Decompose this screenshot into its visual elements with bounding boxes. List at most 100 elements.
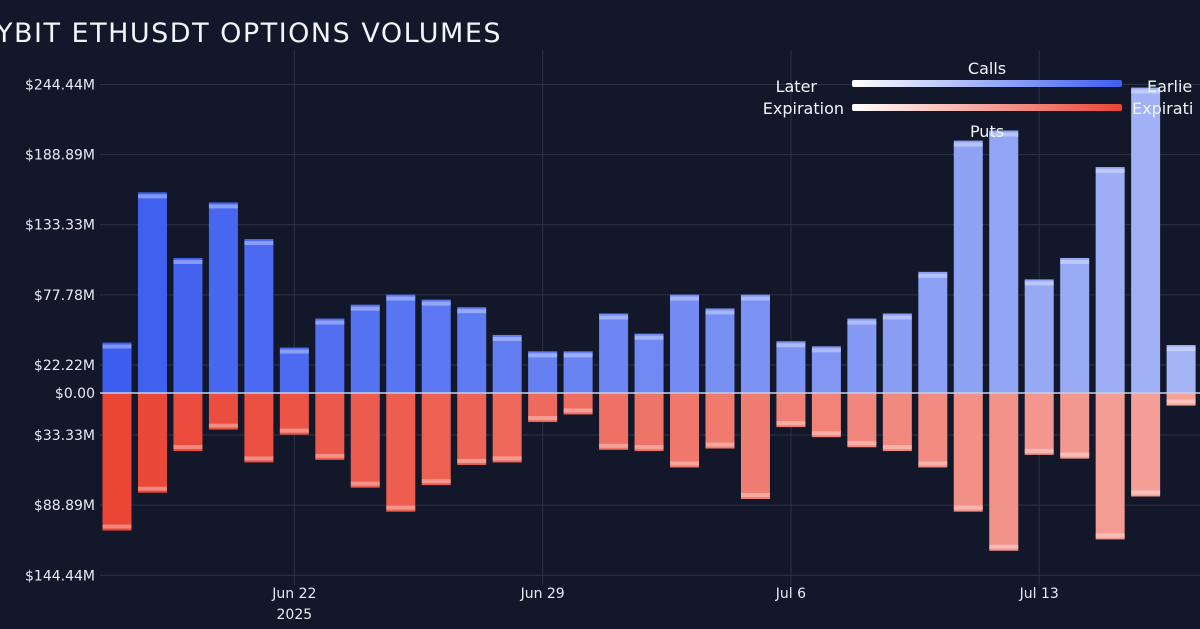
puts-bar-band [244, 456, 274, 461]
calls-bar-band [1060, 259, 1090, 264]
y-tick-label: $0.00 [55, 386, 95, 402]
puts-bar [279, 393, 309, 435]
puts-bar-band [457, 458, 487, 463]
puts-bar [1060, 393, 1090, 459]
calls-bar-band [244, 241, 274, 246]
calls-bar-band [1095, 169, 1125, 174]
legend-puts-label: Puts [970, 122, 1004, 141]
calls-bar [776, 341, 806, 393]
calls-bar-band [599, 315, 629, 320]
puts-bar-band [847, 441, 877, 446]
calls-bar [492, 334, 522, 393]
puts-bar [102, 393, 132, 531]
puts-bar-band [740, 493, 770, 498]
puts-bar [457, 393, 487, 465]
puts-bar [1095, 393, 1125, 540]
puts-bar [1131, 393, 1161, 497]
puts-bar-band [315, 453, 345, 458]
chart-title: YBIT ETHUSDT OPTIONS VOLUMES [0, 18, 503, 49]
calls-bar [315, 318, 345, 393]
bars [100, 87, 1200, 551]
calls-bar [634, 333, 664, 393]
puts-bar [670, 393, 700, 468]
calls-bar-band [102, 344, 132, 349]
x-tick-label: Jul 6 [775, 586, 806, 602]
puts-bar-band [386, 505, 416, 510]
calls-bar [1131, 87, 1161, 393]
calls-bar-band [989, 132, 1019, 137]
puts-bar [492, 393, 522, 463]
y-tick-label: $33.33M [34, 428, 95, 444]
calls-bar-band [279, 349, 309, 354]
puts-bar-band [1166, 399, 1196, 404]
calls-bar [705, 308, 735, 393]
x-axis: Jun 22 2025 Jun 29 Jul 6 Jul 13 [271, 586, 1059, 623]
calls-bar [1024, 279, 1054, 393]
puts-bar-band [1095, 533, 1125, 538]
calls-bar-band [670, 296, 700, 301]
calls-bar-band [847, 320, 877, 325]
calls-bar [989, 130, 1019, 393]
puts-bar-band [421, 479, 451, 484]
legend: Calls Puts Later Expiration Earlie Expir… [763, 59, 1194, 141]
puts-bar [137, 393, 167, 493]
puts-bar [350, 393, 380, 488]
calls-bar [563, 351, 593, 393]
puts-bar [953, 393, 983, 512]
puts-bar-band [705, 442, 735, 447]
puts-bar-band [173, 445, 203, 450]
legend-later-label: Later [776, 77, 818, 96]
legend-earlier-label: Earlie [1147, 77, 1192, 96]
puts-bar-band [1024, 448, 1054, 453]
puts-bar-band [1060, 452, 1090, 457]
calls-bar [918, 271, 948, 393]
calls-bar-band [1024, 281, 1054, 286]
calls-bar-band [811, 348, 841, 353]
calls-bar-band [563, 353, 593, 358]
puts-bar-band [599, 443, 629, 448]
puts-bar [315, 393, 345, 460]
y-tick-label: $144.44M [25, 568, 95, 584]
puts-bar-band [776, 421, 806, 426]
puts-gradient-bar [852, 104, 1122, 111]
y-tick-label: $188.89M [25, 148, 95, 164]
calls-bar [421, 299, 451, 393]
puts-bar-band [989, 544, 1019, 549]
calls-bar [740, 294, 770, 393]
puts-bar-band [634, 445, 664, 450]
puts-bar-band [563, 408, 593, 413]
puts-bar-band [208, 423, 238, 428]
calls-bar-band [740, 296, 770, 301]
puts-bar [811, 393, 841, 438]
puts-bar-band [918, 461, 948, 466]
calls-bar-band [776, 343, 806, 348]
puts-bar [1024, 393, 1054, 455]
gridlines [100, 50, 1200, 585]
calls-bar [1060, 257, 1090, 393]
calls-bar-band [953, 142, 983, 147]
legend-expiration-label: Expiration [763, 99, 844, 118]
puts-bar-band [882, 445, 912, 450]
calls-bar-band [421, 301, 451, 306]
puts-bar [918, 393, 948, 468]
calls-bar-band [350, 306, 380, 311]
calls-bar [953, 140, 983, 393]
puts-bar [740, 393, 770, 500]
puts-bar-band [137, 486, 167, 491]
calls-gradient-bar [852, 80, 1122, 87]
y-tick-label: $244.44M [25, 78, 95, 94]
x-tick-label: Jun 22 [271, 586, 316, 602]
puts-bar [386, 393, 416, 512]
calls-bar [882, 313, 912, 393]
calls-bar-band [634, 335, 664, 340]
calls-bar-band [528, 353, 558, 358]
x-tick-sublabel: 2025 [277, 607, 313, 623]
calls-bar [208, 202, 238, 393]
calls-bar [102, 342, 132, 393]
calls-bar [244, 239, 274, 393]
puts-bar-band [350, 481, 380, 486]
calls-bar-band [1131, 89, 1161, 94]
puts-bar [421, 393, 451, 486]
puts-bar [989, 393, 1019, 551]
calls-bar [811, 346, 841, 393]
